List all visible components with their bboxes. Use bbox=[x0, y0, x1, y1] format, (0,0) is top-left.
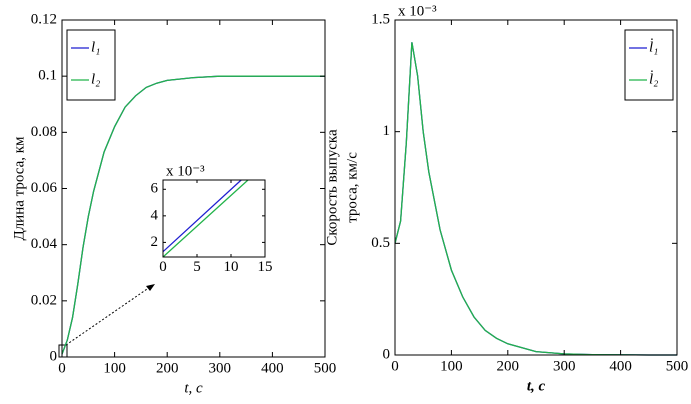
y-tick-label: 0.08 bbox=[31, 124, 57, 140]
y-tick-label: 0 bbox=[50, 348, 58, 364]
y-tick-label: 1.5 bbox=[371, 11, 390, 27]
x-tick-label: 15 bbox=[258, 259, 273, 275]
x-tick-label: 300 bbox=[553, 358, 576, 374]
arrow-head bbox=[146, 284, 155, 291]
series-line bbox=[163, 180, 249, 257]
x-axis-label: t, c bbox=[184, 380, 203, 396]
y-tick-label: 4 bbox=[151, 207, 159, 223]
legend-label: l̇₁ bbox=[649, 39, 658, 56]
y-tick-label: 6 bbox=[151, 181, 159, 197]
x-tick-label: 300 bbox=[209, 360, 232, 376]
series-line bbox=[394, 42, 677, 356]
x-tick-label: 400 bbox=[609, 358, 632, 374]
y-tick-label: 0.06 bbox=[31, 180, 58, 196]
y-axis-label: троса, км/с bbox=[344, 152, 360, 223]
y-tick-label: 2 bbox=[151, 234, 159, 250]
x-tick-label: 200 bbox=[156, 360, 179, 376]
legend-box bbox=[66, 29, 116, 101]
axes-box bbox=[162, 179, 266, 258]
series-line bbox=[61, 75, 325, 355]
y-tick-label: 0.02 bbox=[31, 292, 57, 308]
x-tick-label: 0 bbox=[391, 358, 399, 374]
x-tick-label: 0 bbox=[159, 259, 167, 275]
x-tick-label: 100 bbox=[440, 358, 463, 374]
x-tick-label: 0 bbox=[58, 360, 66, 376]
legend-label: l₁ bbox=[91, 39, 100, 55]
inset-background bbox=[163, 180, 265, 257]
y-tick-label: 1 bbox=[383, 123, 391, 139]
legend-label: l₂ bbox=[91, 71, 100, 87]
zoom-arrow bbox=[65, 286, 151, 346]
y-axis-label: Длина троса, км bbox=[11, 136, 27, 241]
y-tick-label: 0.1 bbox=[38, 68, 57, 84]
series-line bbox=[163, 180, 242, 253]
y-tick-label: 0.12 bbox=[31, 11, 57, 27]
x-tick-label: 500 bbox=[666, 358, 689, 374]
x-tick-label: 100 bbox=[103, 360, 126, 376]
legend-box bbox=[624, 29, 674, 101]
x-tick-label: 200 bbox=[497, 358, 520, 374]
legend-label: l̇₂ bbox=[649, 71, 658, 88]
x-tick-label: 5 bbox=[193, 259, 201, 275]
y-axis-label: Скорость выпуска bbox=[324, 129, 340, 246]
x-tick-label: 400 bbox=[261, 360, 284, 376]
x-tick-label: 10 bbox=[224, 259, 239, 275]
y-tick-label: 0 bbox=[383, 346, 391, 362]
x-tick-label: 500 bbox=[314, 360, 337, 376]
y-tick-label: 0.04 bbox=[31, 236, 58, 252]
y-multiplier: x 10⁻³ bbox=[398, 3, 437, 19]
y-tick-label: 0.5 bbox=[371, 235, 390, 251]
y-multiplier: x 10⁻³ bbox=[166, 163, 205, 179]
axes-box bbox=[394, 19, 678, 356]
x-axis-label: t, c bbox=[527, 378, 546, 394]
